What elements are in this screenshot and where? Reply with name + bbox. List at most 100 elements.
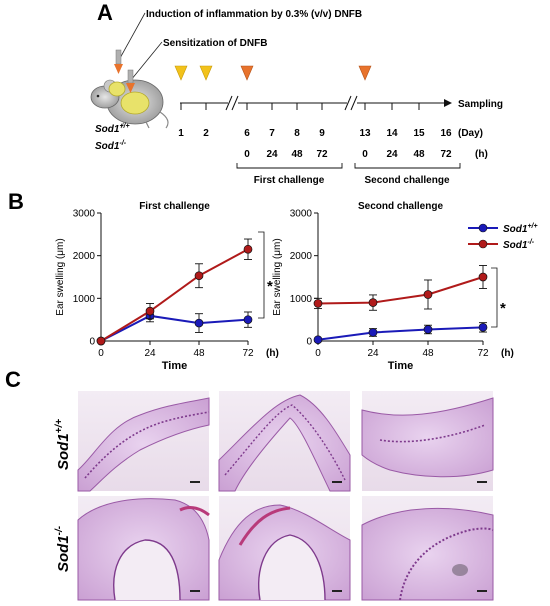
significance-star: *: [500, 300, 506, 317]
y-axis-label: Ear swelling (μm): [55, 238, 66, 315]
y-tick-label: 0: [89, 337, 95, 348]
genotype-wt-label: Sod1+/+: [95, 123, 130, 135]
hour-label: 48: [413, 149, 425, 160]
y-tick-label: 2000: [73, 251, 96, 262]
legend-marker-wt: [478, 223, 488, 233]
x-tick-label: 48: [422, 348, 434, 359]
hour-label: 72: [440, 149, 452, 160]
day-unit: (Day): [458, 128, 483, 139]
induction-marker: [358, 65, 372, 81]
induction-marker: [240, 65, 254, 81]
timeline-break: [225, 95, 233, 111]
day-label: 7: [269, 128, 275, 139]
histology-image: [218, 391, 351, 492]
day-labels: 1 2 6 7 8 9 13 14 15 16: [178, 128, 452, 139]
first-challenge-bracket: [236, 163, 343, 169]
chart-title: First challenge: [139, 201, 210, 212]
data-point: [243, 244, 253, 254]
y-tick-label: 3000: [290, 209, 313, 220]
y-tick-label: 1000: [73, 294, 96, 305]
day-label: 6: [244, 128, 250, 139]
x-axis-label: Time: [162, 360, 187, 372]
hour-label: 48: [291, 149, 303, 160]
legend-label-wt: Sod1+/+: [503, 223, 538, 235]
chart-title: Second challenge: [358, 201, 443, 212]
data-point: [313, 335, 323, 345]
data-point: [243, 315, 253, 325]
series-line: [317, 276, 484, 305]
panel-a: A Induction of inflammation by 0.3% (v/v…: [90, 0, 503, 186]
data-point: [368, 298, 378, 307]
data-point: [313, 299, 323, 308]
hour-labels: 0 24 48 72 0 24 48 72: [244, 149, 452, 160]
panel-b-letter: B: [8, 189, 24, 214]
series-line: [100, 314, 249, 342]
x-unit-label: (h): [266, 348, 279, 359]
sampling-label: Sampling: [458, 99, 503, 110]
timeline-arrowhead: [444, 99, 452, 107]
data-point: [478, 272, 488, 282]
sensitization-area: [120, 91, 150, 115]
hour-label: 0: [244, 149, 250, 160]
data-point: [194, 318, 204, 328]
genotype-ko-label: Sod1-/-: [95, 140, 127, 152]
panel-c: C Sod1+/+ Sod1-/-: [5, 367, 494, 601]
day-label: 14: [386, 128, 398, 139]
chart-second-challenge: 0 1000 2000 3000 0 24 48 72 (h) Time Second challe…: [272, 201, 514, 372]
row-label-wt: Sod1+/+: [54, 419, 72, 470]
x-axis-label: Time: [388, 360, 413, 372]
x-unit-label: (h): [501, 348, 514, 359]
series-line: [100, 248, 249, 342]
hour-label: 24: [386, 149, 398, 160]
x-tick-label: 72: [242, 348, 254, 359]
y-tick-label: 3000: [73, 209, 96, 220]
panel-a-letter: A: [97, 0, 113, 25]
panel-c-letter: C: [5, 367, 21, 392]
x-tick-label: 0: [98, 348, 104, 359]
data-point: [368, 328, 378, 337]
timeline-break: [350, 95, 358, 111]
row-label-ko: Sod1-/-: [54, 525, 72, 572]
chart-first-challenge: 0 1000 2000 3000 0 24 48 72 (h) Time First challen…: [55, 201, 279, 372]
sensitization-label: Sensitization of DNFB: [163, 38, 267, 49]
data-point: [145, 306, 155, 316]
legend-label-ko: Sod1-/-: [503, 239, 535, 251]
sensitization-marker: [174, 65, 188, 81]
timeline: [180, 95, 452, 111]
induction-pointer: [118, 12, 146, 61]
day-label: 8: [294, 128, 300, 139]
data-point: [478, 322, 488, 332]
hour-label: 72: [316, 149, 328, 160]
second-challenge-bracket: [354, 163, 461, 169]
first-challenge-label: First challenge: [254, 175, 325, 186]
hour-label: 24: [266, 149, 278, 160]
x-tick-label: 0: [315, 348, 321, 359]
histology-image: [77, 496, 210, 601]
y-tick-label: 2000: [290, 251, 313, 262]
day-label: 9: [319, 128, 325, 139]
x-tick-label: 24: [367, 348, 379, 359]
series-line: [317, 326, 484, 341]
y-tick-label: 0: [306, 337, 312, 348]
x-tick-label: 72: [477, 348, 489, 359]
second-challenge-label: Second challenge: [364, 175, 449, 186]
data-point: [96, 336, 106, 346]
ear-area: [108, 81, 126, 97]
dropper-icon: [126, 69, 135, 93]
x-tick-label: 24: [144, 348, 156, 359]
data-point: [423, 290, 433, 299]
legend: Sod1+/+ Sod1-/-: [468, 223, 538, 251]
data-point: [423, 325, 433, 334]
hour-unit: (h): [475, 149, 488, 160]
panel-b: B 0 1000 2000 3000 0 24 48 72 (h) Time First chall…: [8, 189, 538, 372]
hour-label: 0: [362, 149, 368, 160]
day-label: 13: [359, 128, 371, 139]
significance-bracket: [258, 231, 265, 319]
histology-image: [361, 391, 494, 491]
mouse-illustration: [90, 79, 169, 129]
day-label: 16: [440, 128, 452, 139]
sensitization-marker: [199, 65, 213, 81]
x-tick-label: 48: [193, 348, 205, 359]
histology-image: [218, 496, 351, 601]
